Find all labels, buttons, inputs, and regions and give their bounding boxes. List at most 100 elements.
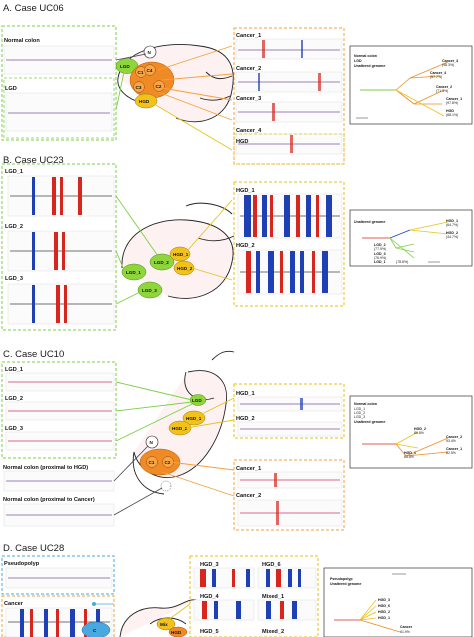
profile-label: Normal colon (proximal to HGD) xyxy=(3,465,88,471)
node-label: C2 xyxy=(156,84,162,89)
profile-label: Cancer xyxy=(4,601,24,607)
node-label: N xyxy=(148,50,152,55)
panel-title: D. Case UC28 xyxy=(3,543,64,554)
profile-cancer-3 xyxy=(235,101,343,123)
profile-cancer-1 xyxy=(237,471,343,489)
profile-hgd-4 xyxy=(193,599,255,621)
profile-hgd-1 xyxy=(237,396,343,412)
profile-label: Pseudopolyp xyxy=(4,561,40,567)
profile-label: HGD_3 xyxy=(200,562,219,568)
tree-label: HGD_1 xyxy=(404,451,416,455)
tree-label: Cancer_1 xyxy=(446,447,462,451)
tree-label: LGD xyxy=(354,59,362,63)
profile-cancer-4 xyxy=(235,133,343,155)
node-label: C xyxy=(93,628,97,633)
profile-label: Cancer_2 xyxy=(236,493,261,499)
panel-a: A. Case UC06 Normal colon LGD N LGD C1 C… xyxy=(1,3,473,165)
tree-label: (71.3%) xyxy=(436,89,448,93)
node-label: HGD xyxy=(171,630,182,635)
tree-label: HGD_3 xyxy=(378,598,390,602)
profile-label: LGD_3 xyxy=(5,276,23,282)
tree-label: 61.9% xyxy=(400,630,410,634)
tree-label: 86.8% xyxy=(414,431,424,435)
profile-label: HGD_5 xyxy=(200,629,219,635)
profile-lgd-2 xyxy=(5,401,115,421)
profile-cancer-1 xyxy=(235,38,343,60)
profile-label: Mixed_1 xyxy=(262,594,284,600)
tree-label: Pseudopolyp xyxy=(330,577,353,581)
panel-title: A. Case UC06 xyxy=(3,3,64,14)
tree-label: Cancer_4 xyxy=(430,71,446,75)
tree-label: Unaltered genome xyxy=(354,420,385,424)
node-label: LGD_1 xyxy=(126,270,141,275)
node-label: HGD_1 xyxy=(186,416,202,421)
tree-label: LGD_2 xyxy=(354,411,365,415)
tree-label: LGD_1 xyxy=(374,260,386,264)
hgd-frame xyxy=(233,383,345,439)
profile-label: HGD_1 xyxy=(236,188,255,194)
profile-label: HGD_2 xyxy=(236,243,255,249)
profile-label: HGD_4 xyxy=(200,594,220,600)
pseudopolyp-frame xyxy=(1,555,115,595)
panel-d: D. Case UC28 Pseudopolyp Cancer C xyxy=(1,543,473,637)
tree-label: (77.5%) xyxy=(374,247,386,251)
tree-label: LGD_1 xyxy=(354,407,365,411)
profile-label: HGD_1 xyxy=(236,391,255,397)
tree-label: 82.5% xyxy=(446,451,456,455)
tree-label: Cancer xyxy=(400,625,413,629)
profile-lgd-1 xyxy=(5,372,115,392)
profile-label: LGD xyxy=(5,86,17,92)
tree-label: HGD_1 xyxy=(446,219,458,223)
tree-label: Cancer_3 xyxy=(442,59,458,63)
profile-hgd-6 xyxy=(257,567,317,589)
profile-label: Cancer_1 xyxy=(236,466,261,472)
node-label: LGD xyxy=(192,398,202,403)
node-label: C3 xyxy=(136,85,142,90)
profile-label: LGD_1 xyxy=(5,169,23,175)
tree-label: HGD_1 xyxy=(378,616,390,620)
tree-label: HGD_6 xyxy=(378,604,390,608)
profile-label: Cancer_1 xyxy=(236,33,261,39)
profile-label: Cancer_4 xyxy=(236,128,262,134)
tree-label: (57.7%) xyxy=(430,75,442,79)
profile-cancer-2 xyxy=(235,71,343,93)
panel-c: C. Case UC10 LGD_1 LGD_2 LGD_3 Normal co… xyxy=(1,349,473,531)
tree-label: Unaltered genome xyxy=(330,582,361,586)
profile-lgd xyxy=(5,92,113,132)
profile-normal-colon-hgd xyxy=(3,470,115,492)
tree-label: Normal colon xyxy=(354,54,377,58)
cancer-frame xyxy=(233,459,345,531)
panel-b: B. Case UC23 LGD_1 LGD_2 LGD_3 xyxy=(1,155,473,331)
profile-label: HGD_6 xyxy=(262,562,281,568)
panel-title: C. Case UC10 xyxy=(3,349,64,360)
node-label: LGD_2 xyxy=(154,260,169,265)
profile-lgd-3 xyxy=(7,283,115,325)
tree-label: HGD_2 xyxy=(446,231,458,235)
tree-label: Cancer_2 xyxy=(436,85,452,89)
tree-label: Unaltered genome xyxy=(354,64,385,68)
tree-label: (64.7%) xyxy=(446,223,458,227)
tree-label: LGD_3 xyxy=(374,252,386,256)
profile-label: Mixed_2 xyxy=(262,629,284,635)
profile-label: LGD_1 xyxy=(5,367,23,373)
tree-label: Unaltered genome xyxy=(354,220,385,224)
profile-lgd-3 xyxy=(5,431,115,451)
tree-label: HGD xyxy=(446,109,454,113)
tree-label: (98.3%) xyxy=(442,63,454,67)
profile-mixed-1 xyxy=(257,599,317,621)
panel-title: B. Case UC23 xyxy=(3,155,64,166)
profile-label: Cancer_2 xyxy=(236,66,261,72)
tree-label: LGD_2 xyxy=(374,243,386,247)
tree-label: 85.8% xyxy=(404,455,414,459)
profile-label: Normal colon xyxy=(4,38,40,44)
node-label: HGD_1 xyxy=(173,252,189,257)
lgd-frame xyxy=(1,25,117,141)
profile-normal-colon-cancer xyxy=(3,503,115,527)
profile-label: HGD_2 xyxy=(236,416,255,422)
profile-hgd-2 xyxy=(237,421,343,437)
tree-label: HGD_2 xyxy=(414,427,426,431)
node-label: HGD_2 xyxy=(177,266,193,271)
node-label: C1 xyxy=(149,460,155,465)
